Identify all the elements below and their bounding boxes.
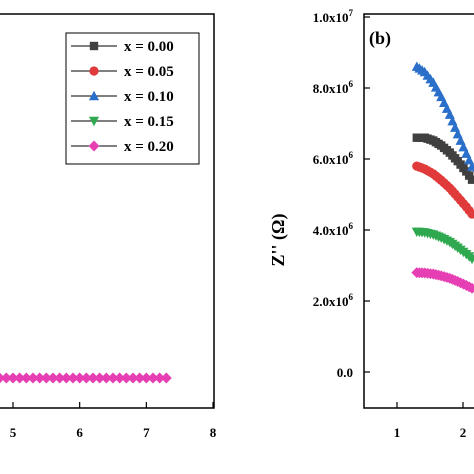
x-tick-label: 7 — [143, 425, 150, 440]
y-tick-label: 0.0 — [337, 365, 353, 380]
panel-a-points — [0, 372, 172, 384]
data-point — [455, 135, 466, 145]
data-point — [0, 372, 12, 384]
data-point — [100, 372, 112, 384]
x-tick-label: 1 — [394, 425, 401, 440]
y-tick-label: 2.0x106 — [313, 292, 354, 309]
data-point — [107, 372, 119, 384]
data-point — [127, 372, 139, 384]
data-point — [94, 372, 106, 384]
x-tick-label: 2 — [460, 425, 467, 440]
y-axis-label: Z'' (Ω) — [268, 214, 289, 267]
data-point — [14, 372, 26, 384]
legend-box — [65, 32, 200, 165]
data-point — [466, 282, 474, 294]
data-point — [464, 154, 474, 165]
y-tick-label: 4.0x106 — [313, 221, 354, 238]
data-point — [87, 372, 99, 384]
panel-b: (b) 0.0 2.0x106 4.0x106 6.0x106 8.0x106 1.0x1… — [268, 8, 474, 440]
legend-label: x = 0.20 — [124, 139, 174, 155]
legend-marker — [89, 41, 99, 51]
y-tick-label: 6.0x106 — [313, 150, 354, 167]
panel-b-frame — [363, 13, 474, 409]
panel-b-points — [411, 61, 474, 294]
data-point — [74, 372, 86, 384]
data-point — [114, 372, 126, 384]
legend-label: x = 0.10 — [124, 89, 174, 105]
panel-a-xticks: 5 6 7 8 — [10, 402, 217, 440]
panel-b-yticks: 0.0 2.0x106 4.0x106 6.0x106 8.0x106 1.0x107 — [313, 8, 370, 380]
legend-marker — [88, 140, 100, 152]
data-point — [60, 372, 72, 384]
data-point — [140, 372, 152, 384]
data-point — [160, 372, 172, 384]
legend-label: x = 0.00 — [124, 39, 174, 55]
data-point — [54, 372, 66, 384]
data-point — [154, 372, 166, 384]
data-point — [80, 372, 92, 384]
data-point — [7, 372, 19, 384]
panel-a-frame — [0, 13, 215, 409]
legend-marker — [88, 90, 100, 101]
data-point — [467, 175, 474, 184]
legend-label: x = 0.15 — [124, 114, 174, 130]
y-tick-label: 1.0x107 — [313, 8, 354, 25]
panel-label: (b) — [369, 28, 391, 49]
data-point — [467, 209, 474, 219]
legend-marker — [89, 66, 99, 76]
legend-label: x = 0.05 — [124, 64, 174, 80]
data-point — [120, 372, 132, 384]
data-point — [27, 372, 39, 384]
data-point — [461, 148, 472, 158]
data-point — [34, 372, 46, 384]
data-point — [466, 161, 474, 171]
data-point — [67, 372, 79, 384]
legend-marker — [88, 116, 100, 127]
data-point — [20, 372, 32, 384]
data-point — [47, 372, 59, 384]
data-point — [466, 254, 474, 265]
x-tick-label: 5 — [10, 425, 17, 440]
data-point — [147, 372, 159, 384]
data-point — [134, 372, 146, 384]
data-point — [458, 141, 469, 152]
data-point — [452, 128, 463, 139]
data-point — [40, 372, 52, 384]
x-tick-label: 8 — [210, 425, 217, 440]
x-tick-label: 6 — [76, 425, 83, 440]
y-tick-label: 8.0x106 — [313, 79, 354, 96]
legend: x = 0.00 x = 0.05 x = 0.10 x = 0.15 x = 0.20 — [65, 32, 200, 165]
